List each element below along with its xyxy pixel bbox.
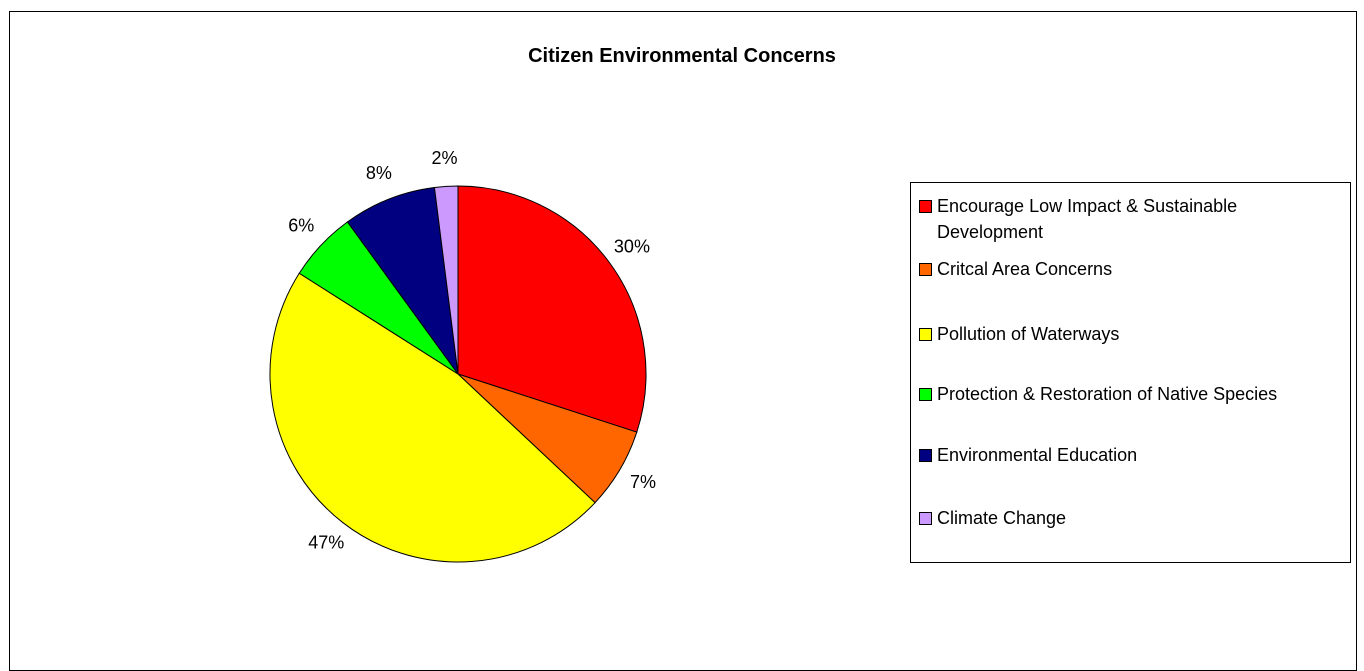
- legend-swatch: [919, 512, 932, 525]
- legend-swatch: [919, 328, 932, 341]
- legend-swatch: [919, 388, 932, 401]
- legend-label: Encourage Low Impact & Sustainable Devel…: [937, 196, 1238, 242]
- legend-item: Climate Change: [919, 507, 1066, 531]
- slice-percent-label: 2%: [431, 148, 457, 168]
- slice-percent-label: 30%: [614, 236, 650, 256]
- legend: Encourage Low Impact & Sustainable Devel…: [910, 182, 1351, 563]
- legend-label: Pollution of Waterways: [937, 324, 1120, 344]
- slice-percent-label: 7%: [630, 472, 656, 492]
- legend-swatch: [919, 263, 932, 276]
- pie-slice: [457, 185, 647, 433]
- slice-percent-label: 47%: [308, 533, 344, 553]
- legend-label: Environmental Education: [937, 445, 1138, 465]
- legend-label: Climate Change: [937, 508, 1067, 528]
- legend-label: Protection & Restoration of Native Speci…: [937, 384, 1278, 404]
- pie-slice: [269, 272, 596, 563]
- legend-item: Environmental Education: [919, 444, 1137, 468]
- legend-item: Pollution of Waterways: [919, 323, 1119, 347]
- legend-item: Protection & Restoration of Native Speci…: [919, 383, 1277, 407]
- legend-swatch: [919, 449, 932, 462]
- pie-slice: [346, 186, 459, 375]
- chart-title: Citizen Environmental Concerns: [528, 45, 836, 67]
- slice-percent-label: 6%: [288, 216, 314, 236]
- legend-item: Critcal Area Concerns: [919, 258, 1112, 282]
- legend-label: Critcal Area Concerns: [937, 259, 1113, 279]
- legend-swatch: [919, 200, 932, 213]
- pie-chart: 30% 7% 47% 6% 8% 2%: [269, 148, 656, 563]
- slice-percent-label: 8%: [366, 163, 392, 183]
- legend-item: Encourage Low Impact & Sustainable Devel…: [919, 195, 1337, 245]
- pie-slice: [433, 185, 459, 375]
